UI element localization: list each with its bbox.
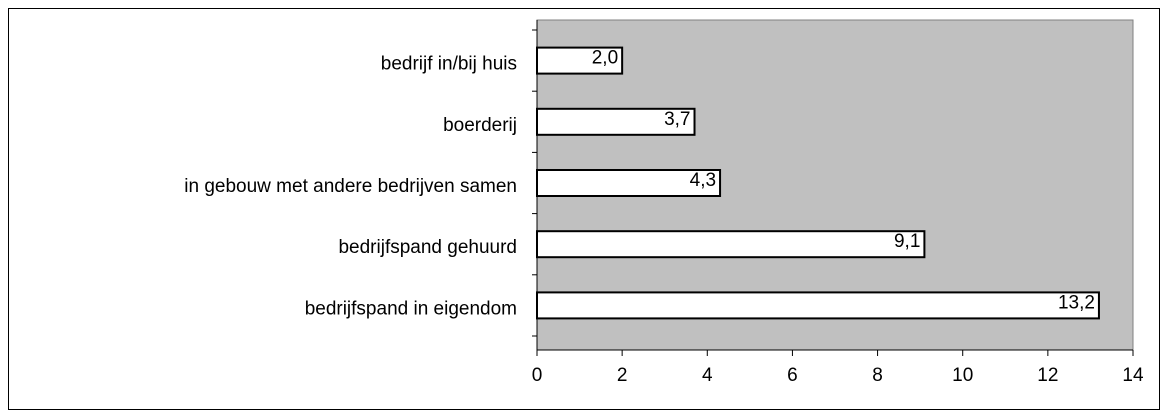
- bar: [536, 230, 926, 259]
- bar: [536, 291, 1100, 320]
- y-tick-label: bedrijfspand in eigendom: [305, 298, 517, 319]
- y-tick-label: bedrijf in/bij huis: [381, 54, 517, 75]
- x-tick-label: 14: [1122, 365, 1144, 386]
- value-label: 9,1: [894, 231, 920, 252]
- x-tick-label: 6: [787, 365, 798, 386]
- bar: [536, 169, 722, 197]
- bar: [536, 46, 624, 75]
- y-tick-label: boerderij: [443, 115, 517, 136]
- y-tick-label: in gebouw met andere bedrijven samen: [184, 176, 517, 197]
- x-tick-label: 2: [617, 365, 628, 386]
- bar: [536, 107, 696, 136]
- value-label: 3,7: [664, 109, 690, 130]
- x-tick-label: 10: [952, 365, 973, 386]
- x-tick-label: 4: [702, 365, 713, 386]
- value-label: 4,3: [690, 170, 716, 191]
- y-tick-label: bedrijfspand gehuurd: [338, 237, 517, 258]
- value-label: 13,2: [1058, 292, 1095, 313]
- x-tick-label: 0: [532, 365, 543, 386]
- x-tick-label: 8: [872, 365, 883, 386]
- x-tick-label: 12: [1037, 365, 1058, 386]
- value-label: 2,0: [592, 48, 618, 69]
